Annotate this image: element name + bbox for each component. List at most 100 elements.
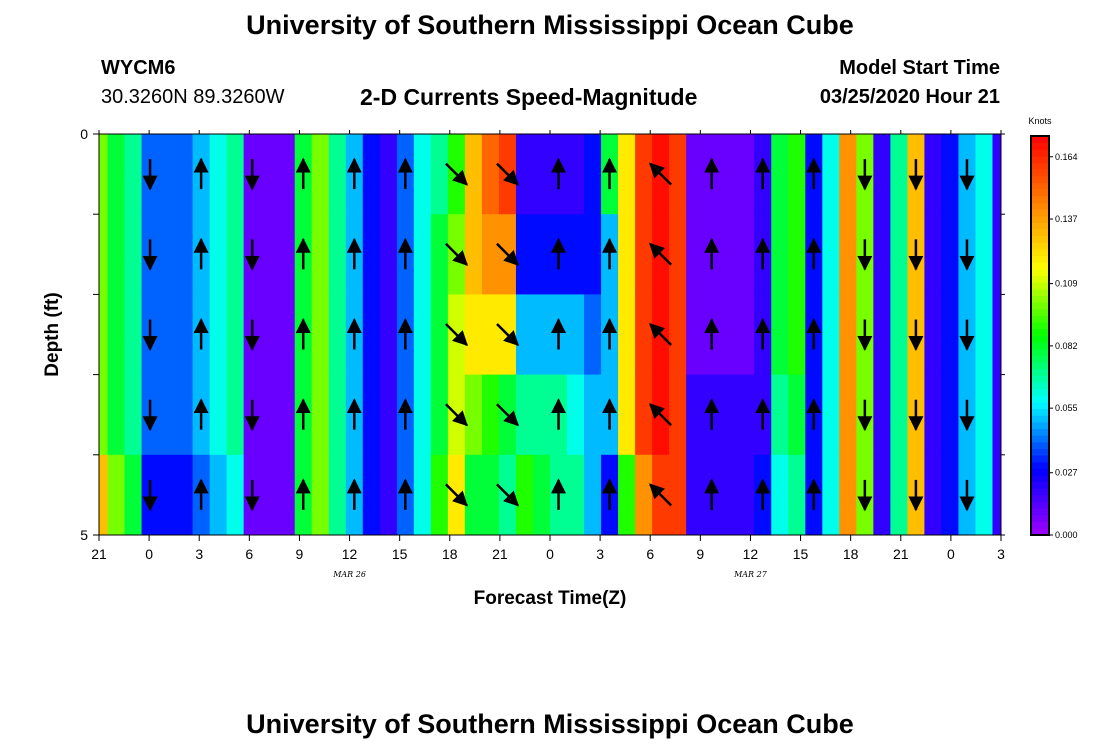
heatmap-cell [379,294,398,375]
heatmap-cell [481,134,500,215]
y-tick-label: 5 [80,527,88,543]
colorbar-swatch [1031,355,1049,363]
heatmap-cell [720,374,738,456]
heatmap-cell [737,214,755,295]
heatmap-cell [99,374,108,456]
heatmap-cell [635,454,653,536]
heatmap-cell [584,374,602,456]
heatmap-cell [618,294,636,375]
colorbar-swatch [1031,222,1049,230]
heatmap-cell [771,454,789,536]
heatmap-cell [226,374,245,456]
colorbar-swatch [1031,408,1049,416]
heatmap-cell [515,454,534,536]
colorbar-swatch [1031,501,1049,509]
heatmap-cell [413,214,432,295]
heatmap-cell [209,294,228,375]
colorbar-frame [1030,135,1050,536]
heatmap-cell [209,214,228,295]
heatmap-cell [379,374,398,456]
current-vectors [142,157,975,512]
heatmap-cell [635,214,653,295]
current-arrow [445,162,468,186]
heatmap-cell [362,294,381,375]
colorbar-swatch [1031,235,1049,243]
heatmap-cell [992,374,1002,456]
heatmap-cell [277,294,296,375]
current-arrow [649,242,673,266]
heatmap-cell [311,374,330,456]
colorbar-swatch [1031,262,1049,270]
colorbar-swatch [1031,175,1049,183]
heatmap-cell [124,294,142,375]
colorbar-swatch [1031,388,1049,396]
heatmap-cell [584,134,602,215]
colorbar-swatch [1031,288,1049,296]
x-tick-label: 12 [342,546,358,562]
heatmap-cell [737,134,755,215]
colorbar-swatch [1031,528,1049,536]
x-tick-label: 18 [843,546,859,562]
heatmap-cell [413,134,432,215]
colorbar-swatch [1031,302,1049,310]
heatmap-cell [686,294,704,375]
heatmap-cell [584,214,602,295]
heatmap-cell [941,134,959,215]
heatmap-cell [532,294,551,375]
colorbar-swatch [1031,348,1049,356]
heatmap-cell [890,374,908,456]
heatmap-cell [413,294,432,375]
heatmap-cell [328,294,347,375]
current-arrow [445,403,468,427]
colorbar-swatch [1031,455,1049,463]
heatmap-cell [430,374,449,456]
colorbar-swatch [1031,162,1049,170]
x-tick-label: 9 [296,546,304,562]
colorbar-swatch [1031,342,1049,350]
heatmap-cell [635,374,653,456]
heatmap-cell [788,214,806,295]
colorbar-swatch [1031,155,1049,163]
colorbar-swatch [1031,521,1049,529]
colorbar-swatch [1031,202,1049,210]
x-tick-label: 15 [392,546,408,562]
heatmap-cell [771,214,789,295]
colorbar-swatch [1031,448,1049,456]
colorbar-swatch [1031,508,1049,516]
heatmap-cell [107,454,125,536]
colorbar-swatch [1031,142,1049,150]
heatmap-cell [362,374,381,456]
heatmap-cell [737,294,755,375]
heatmap-cell [618,454,636,536]
heatmap-cell [720,134,738,215]
heatmap-cell [226,294,245,375]
heatmap-cell [481,294,500,375]
current-arrow [496,323,520,347]
colorbar-swatch [1031,136,1049,144]
y-axis: 05 [80,126,1005,543]
colorbar: 0.000 0.027 0.055 0.082 0.109 0.137 0.164 [1030,135,1078,540]
colorbar-swatch [1031,169,1049,177]
heatmap-cell [992,294,1002,375]
heatmap-cell [992,134,1002,215]
colorbar-swatch [1031,368,1049,376]
heatmap-cell [124,374,142,456]
colorbar-tick-label: 0.055 [1055,403,1078,413]
heatmap-cell [686,374,704,456]
x-tick-label: 9 [696,546,704,562]
y-tick-label: 0 [80,126,88,142]
current-arrow [445,242,468,266]
heatmap-cell [788,134,806,215]
heatmap-cell [430,214,449,295]
heatmap-cell [686,214,704,295]
heatmap-cell [669,454,687,536]
current-arrow [649,483,673,507]
heatmap-cell [822,294,840,375]
heatmap-cell [515,134,534,215]
heatmap-cell [771,294,789,375]
heatmap-cell [890,134,908,215]
x-tick-label: 15 [793,546,809,562]
heatmap-cell [788,374,806,456]
heatmap-cell [975,374,993,456]
heatmap-cell [941,374,959,456]
